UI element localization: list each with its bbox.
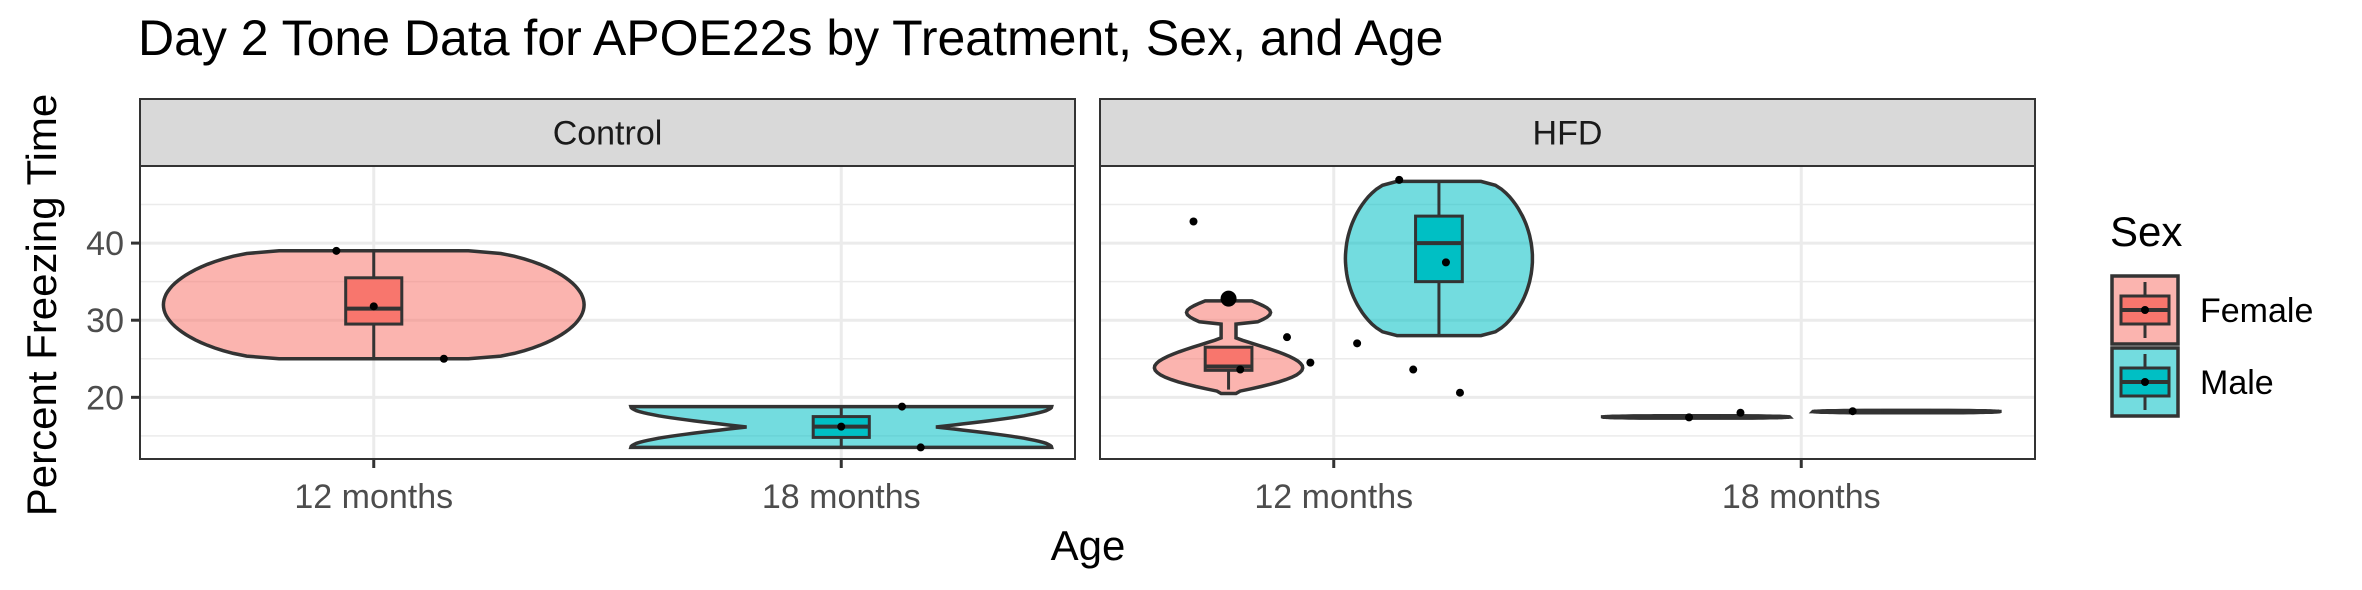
box — [344, 276, 404, 326]
legend-entry: Male — [2110, 346, 2274, 418]
violin-group — [1808, 407, 2002, 416]
data-point — [332, 246, 341, 255]
violin-group — [628, 402, 1054, 452]
data-point — [898, 402, 907, 411]
data-point — [1189, 217, 1198, 226]
outlier-point — [1220, 290, 1237, 307]
data-point — [837, 422, 846, 431]
legend-title: Sex — [2110, 208, 2182, 255]
facet-strip-label: Control — [553, 115, 663, 153]
x-tick-label: 12 months — [1254, 478, 1413, 516]
violin-group — [1600, 408, 1794, 422]
x-tick-label: 18 months — [762, 478, 921, 516]
data-point — [369, 302, 378, 311]
legend-label: Male — [2200, 364, 2274, 402]
violin-group — [161, 246, 586, 363]
legend-label: Female — [2200, 292, 2313, 330]
data-point — [1685, 413, 1694, 422]
data-point — [1306, 358, 1315, 367]
data-point — [1395, 175, 1404, 184]
data-point — [1409, 365, 1418, 374]
y-axis-label: Percent Freezing Time — [18, 94, 65, 517]
y-tick-label: 20 — [86, 379, 124, 417]
y-tick-label: 40 — [86, 225, 124, 263]
x-axis-label: Age — [1051, 522, 1126, 569]
data-point — [439, 354, 448, 363]
legend-entry: Female — [2110, 274, 2313, 346]
violin-group — [1343, 175, 1535, 397]
facet-strip — [139, 98, 1076, 167]
legend: Sex Female Male — [2110, 208, 2313, 418]
x-tick-label: 12 months — [294, 478, 453, 516]
data-point — [1283, 333, 1291, 342]
data-point — [1455, 388, 1464, 397]
data-point — [1736, 408, 1745, 417]
data-point — [1848, 407, 1857, 416]
data-point — [1236, 365, 1245, 374]
violin-group — [1152, 217, 1362, 396]
facet-panel: HFD 12 months 18 months — [1099, 98, 2036, 516]
legend-key-point — [2141, 306, 2149, 314]
legend-key-point — [2141, 378, 2149, 386]
chart-title: Day 2 Tone Data for APOE22s by Treatment… — [138, 10, 1443, 66]
facet-panel: Control 12 months 18 months — [139, 98, 1076, 516]
facet-strip-label: HFD — [1533, 115, 1603, 153]
data-point — [1441, 258, 1450, 267]
box — [1414, 214, 1464, 284]
y-tick-label: 30 — [86, 302, 124, 340]
data-point — [916, 443, 925, 452]
x-tick-label: 18 months — [1722, 478, 1881, 516]
data-point — [1353, 339, 1362, 348]
facet-strip — [1099, 98, 2036, 167]
